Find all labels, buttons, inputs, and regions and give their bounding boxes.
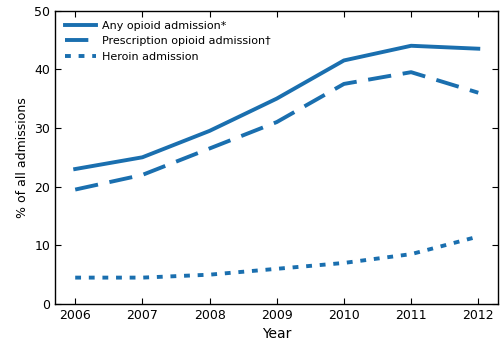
Y-axis label: % of all admissions: % of all admissions [16,97,29,218]
X-axis label: Year: Year [262,328,291,341]
Legend: Any opioid admission*, Prescription opioid admission†, Heroin admission: Any opioid admission*, Prescription opio… [59,15,276,68]
